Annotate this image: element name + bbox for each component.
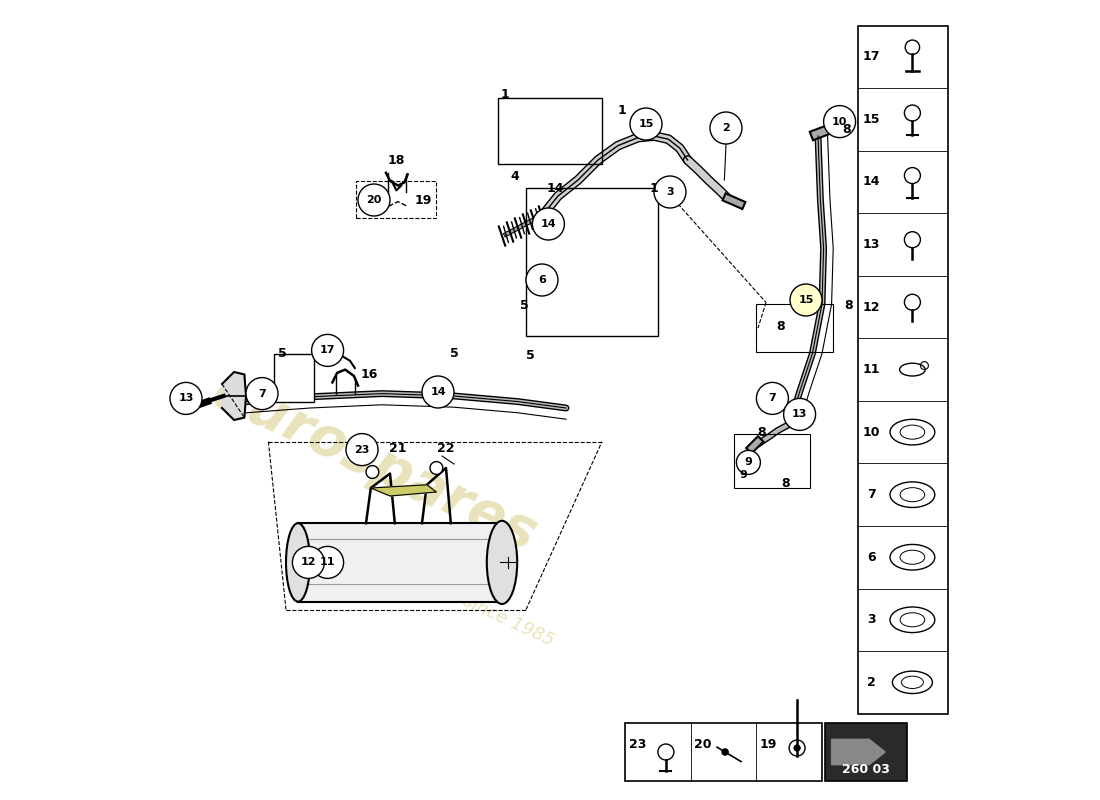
Text: 13: 13 — [178, 394, 194, 403]
Circle shape — [526, 264, 558, 296]
Circle shape — [366, 466, 378, 478]
Text: 3: 3 — [667, 187, 674, 197]
Circle shape — [783, 398, 815, 430]
Text: 14: 14 — [430, 387, 446, 397]
Text: 8: 8 — [842, 123, 850, 136]
Text: 14: 14 — [862, 175, 880, 189]
Text: 16: 16 — [361, 368, 378, 381]
Text: 20: 20 — [366, 195, 382, 205]
Circle shape — [346, 434, 378, 466]
Text: 12: 12 — [862, 301, 880, 314]
Text: 19: 19 — [415, 194, 432, 206]
Bar — [734, 434, 810, 488]
Text: 1: 1 — [500, 88, 509, 101]
Circle shape — [654, 176, 686, 208]
Text: 8: 8 — [782, 477, 790, 490]
Polygon shape — [222, 372, 246, 420]
Text: 7: 7 — [769, 394, 777, 403]
Polygon shape — [832, 739, 886, 765]
Text: 20: 20 — [694, 738, 712, 750]
Text: 260 03: 260 03 — [843, 762, 890, 776]
Text: 11: 11 — [862, 363, 880, 376]
Text: 2: 2 — [722, 123, 730, 133]
Circle shape — [722, 749, 728, 755]
Text: 4: 4 — [510, 170, 519, 182]
Text: 22: 22 — [438, 442, 454, 454]
Circle shape — [790, 284, 822, 316]
Text: 6: 6 — [867, 550, 876, 564]
Circle shape — [358, 184, 390, 216]
Text: 18: 18 — [387, 154, 405, 166]
Circle shape — [736, 450, 760, 474]
Circle shape — [757, 382, 789, 414]
Text: 3: 3 — [867, 614, 876, 626]
Text: 10: 10 — [832, 117, 847, 126]
Bar — [825, 723, 906, 781]
Text: 23: 23 — [354, 445, 370, 454]
Circle shape — [311, 546, 343, 578]
Text: 6: 6 — [538, 275, 546, 285]
Bar — [526, 188, 658, 336]
Circle shape — [422, 376, 454, 408]
Bar — [498, 98, 602, 164]
Text: 14: 14 — [547, 182, 564, 194]
Text: 12: 12 — [300, 558, 316, 567]
Text: 5: 5 — [277, 347, 286, 360]
Text: eurospares: eurospares — [204, 366, 544, 562]
Text: 14: 14 — [540, 219, 557, 229]
Text: 7: 7 — [867, 488, 876, 501]
Circle shape — [532, 208, 564, 240]
Text: 8: 8 — [758, 426, 767, 438]
Circle shape — [824, 106, 856, 138]
Text: 10: 10 — [862, 426, 880, 438]
Text: 15: 15 — [638, 119, 653, 129]
Bar — [625, 723, 822, 781]
Text: 9: 9 — [739, 470, 748, 480]
Text: 11: 11 — [320, 558, 336, 567]
Text: 7: 7 — [258, 389, 266, 398]
Circle shape — [630, 108, 662, 140]
Ellipse shape — [286, 523, 310, 602]
Text: 17: 17 — [862, 50, 880, 63]
Text: 13: 13 — [862, 238, 880, 251]
Text: 21: 21 — [389, 442, 407, 454]
Text: 1: 1 — [650, 182, 659, 194]
Bar — [274, 354, 313, 402]
Text: 2: 2 — [867, 676, 876, 689]
Bar — [356, 181, 437, 218]
Bar — [757, 304, 833, 352]
Circle shape — [246, 378, 278, 410]
Circle shape — [710, 112, 742, 144]
Bar — [298, 523, 502, 602]
Circle shape — [430, 462, 443, 474]
Circle shape — [311, 334, 343, 366]
Text: 9: 9 — [745, 458, 752, 467]
Bar — [858, 26, 948, 714]
Text: 5: 5 — [526, 350, 535, 362]
Ellipse shape — [487, 521, 517, 604]
Text: 13: 13 — [792, 410, 807, 419]
Circle shape — [170, 382, 202, 414]
Text: 5: 5 — [520, 299, 529, 312]
Text: a passion for parts since 1985: a passion for parts since 1985 — [302, 518, 557, 650]
Circle shape — [794, 745, 801, 751]
Circle shape — [293, 546, 324, 578]
Text: 15: 15 — [862, 113, 880, 126]
Text: 8: 8 — [845, 299, 853, 312]
Text: 19: 19 — [760, 738, 777, 750]
Text: 5: 5 — [450, 347, 459, 360]
Text: 8: 8 — [777, 320, 784, 333]
Text: 1: 1 — [617, 104, 626, 117]
Text: 15: 15 — [799, 295, 814, 305]
Text: 17: 17 — [320, 346, 336, 355]
Text: 23: 23 — [628, 738, 646, 750]
Polygon shape — [371, 485, 437, 496]
